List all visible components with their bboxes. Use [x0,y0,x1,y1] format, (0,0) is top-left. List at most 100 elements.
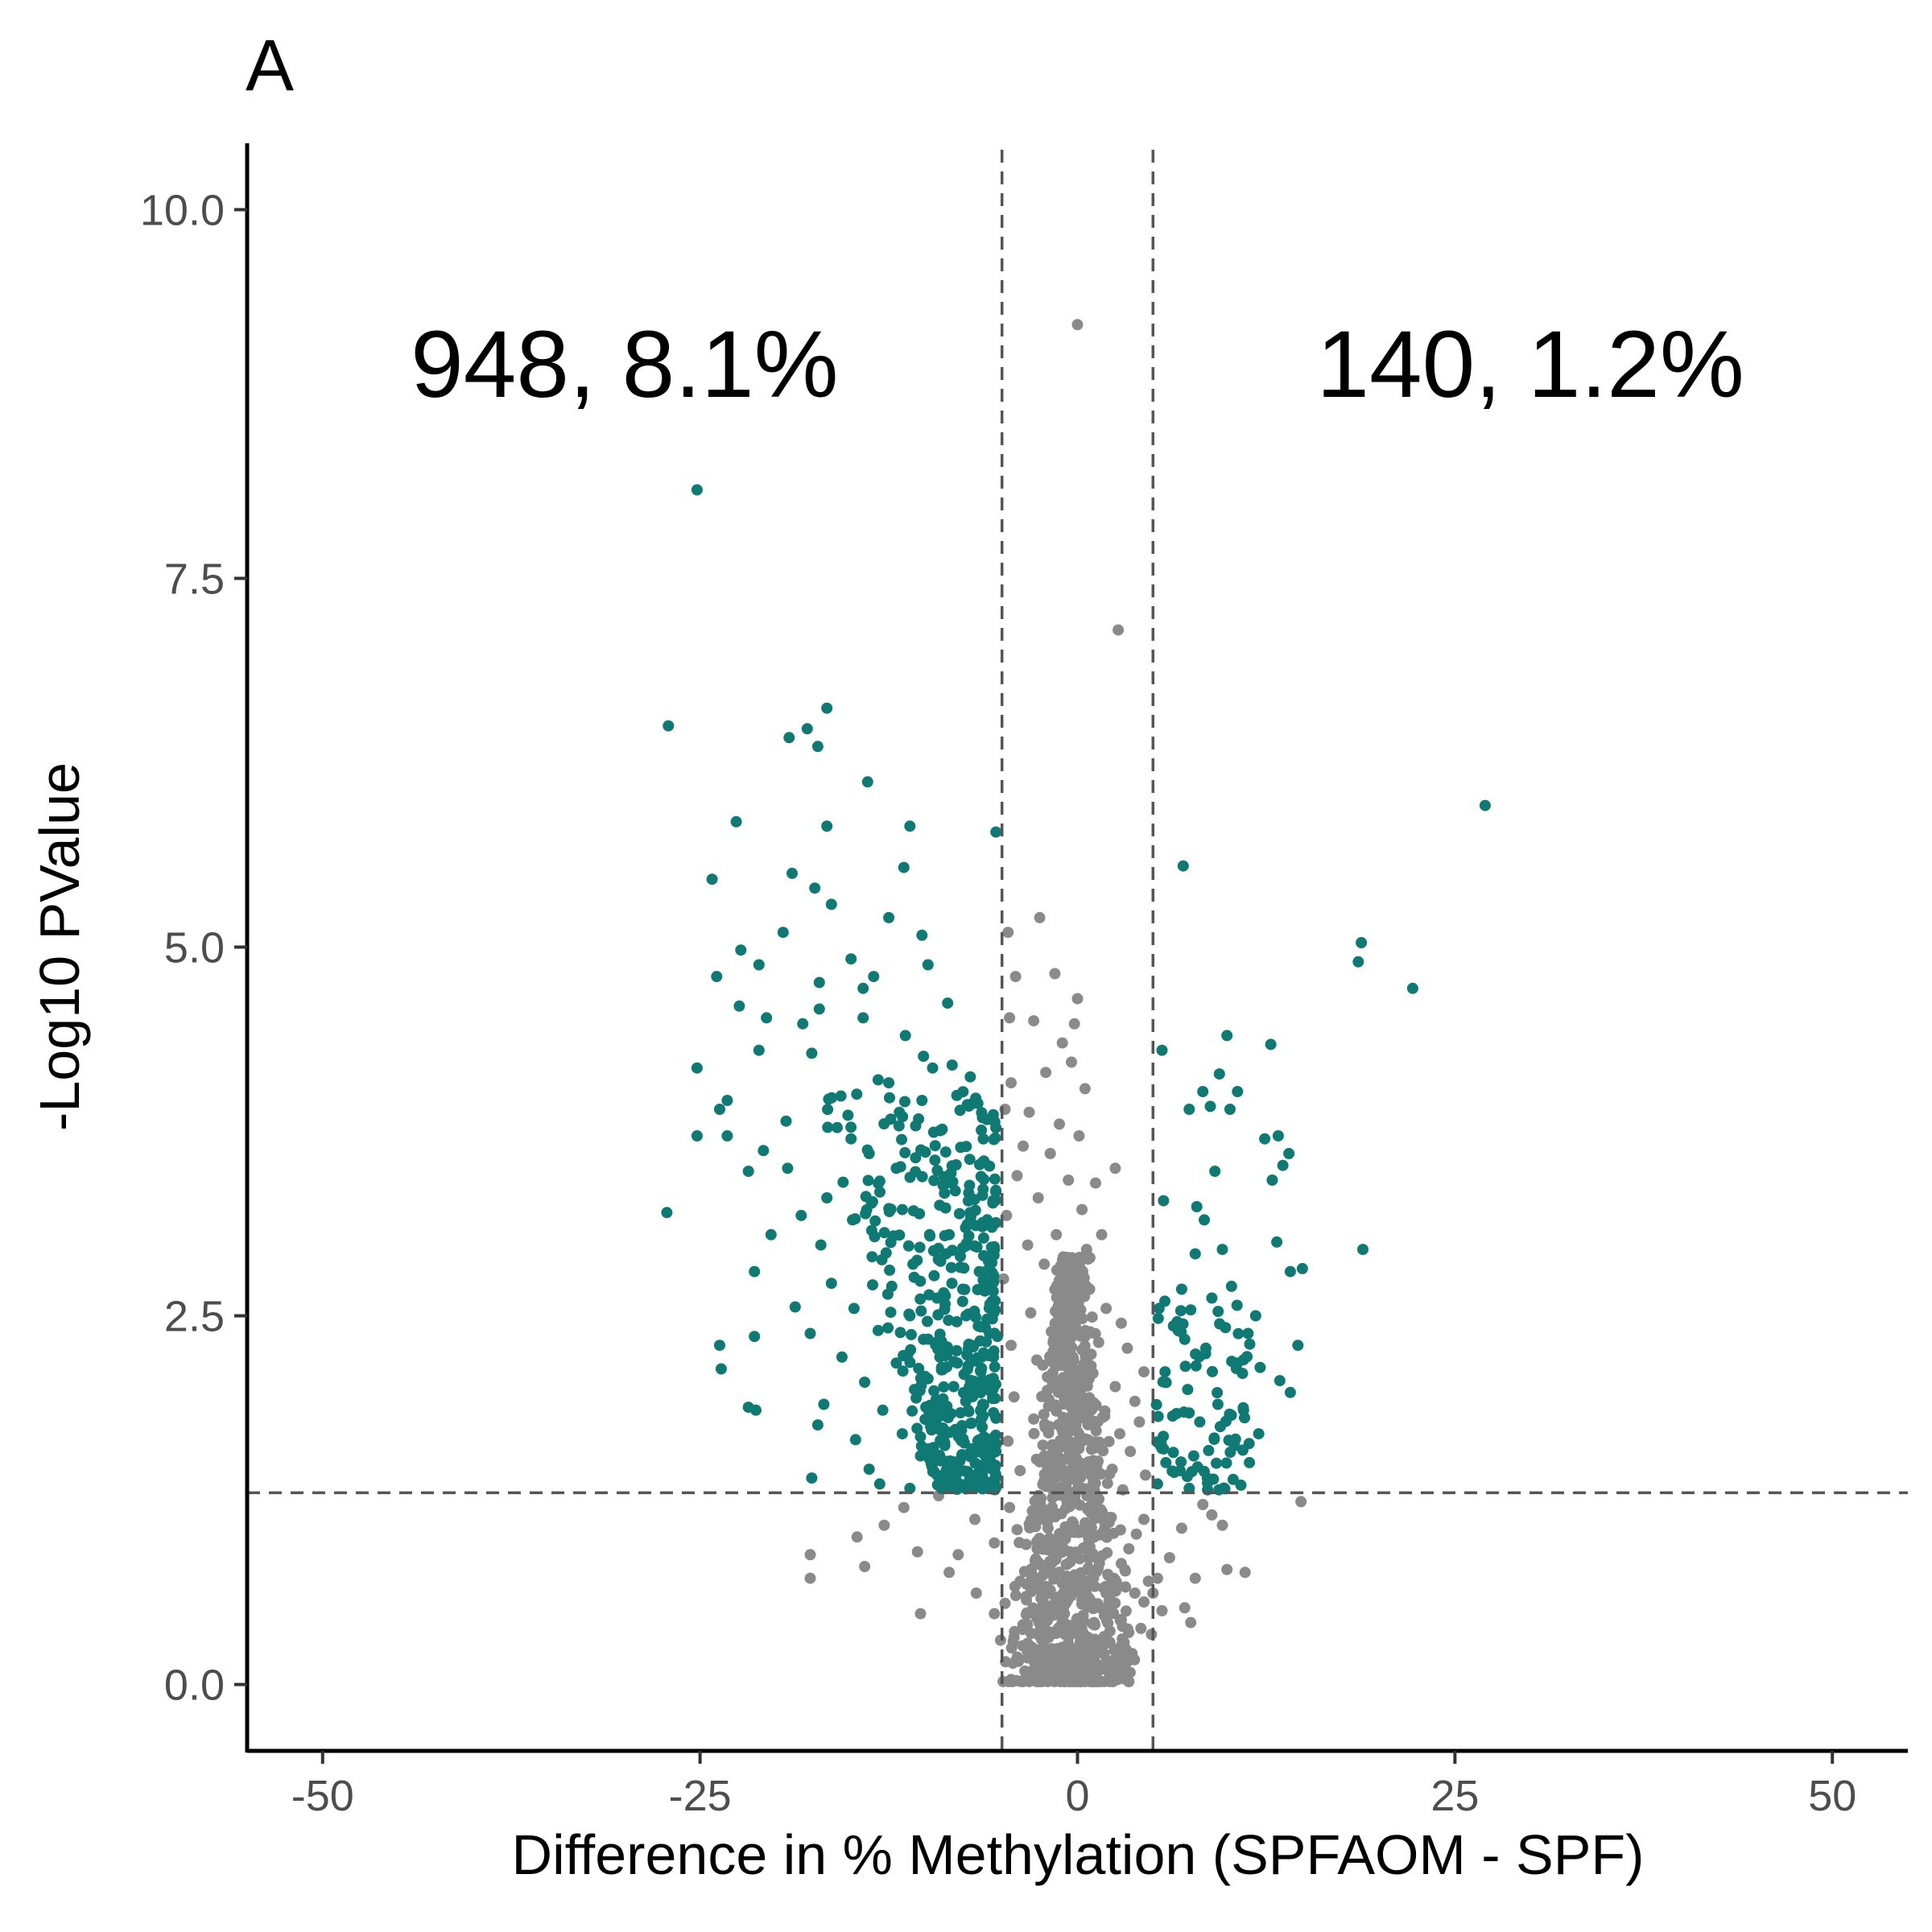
point-not-significant [1002,927,1014,939]
point-significant [1167,1447,1179,1459]
point-not-significant [1050,1671,1062,1682]
point-significant [929,1154,941,1166]
point-significant [1159,1366,1171,1378]
point-significant [848,1302,860,1315]
point-not-significant [970,1587,982,1599]
point-significant [970,1220,981,1232]
point-not-significant [1084,1675,1096,1687]
point-significant [832,1121,843,1133]
point-not-significant [1197,1499,1209,1510]
point-significant [1292,1340,1304,1352]
point-not-significant [1069,1463,1081,1476]
point-significant [1185,1304,1197,1316]
point-not-significant [1065,1590,1077,1602]
point-not-significant [1003,1675,1014,1687]
point-significant [885,1113,897,1125]
point-significant [939,1146,952,1158]
point-not-significant [1216,1519,1228,1531]
point-significant [749,1265,761,1278]
point-significant [1242,1327,1254,1340]
point-not-significant [1051,1228,1063,1241]
point-significant [914,1450,927,1462]
point-significant [928,1269,940,1282]
point-significant [1189,1248,1201,1260]
point-significant [922,959,934,971]
point-not-significant [1101,1477,1113,1489]
y-axis-ticks: 0.0 2.5 5.0 7.5 10.0 [140,186,247,1710]
point-significant [1175,1456,1187,1468]
point-significant [918,1051,930,1063]
point-not-significant [1030,1496,1042,1508]
point-significant [877,1404,889,1416]
point-significant [872,1324,884,1336]
point-significant [963,1338,975,1350]
point-not-significant [1058,1618,1070,1629]
point-not-significant [1046,1368,1058,1381]
y-tick-label: 2.5 [164,1293,225,1341]
point-not-significant [1106,1663,1118,1674]
point-not-significant [1133,1416,1146,1428]
point-significant [954,1104,966,1117]
point-not-significant [1142,1575,1154,1587]
point-significant [821,702,833,714]
point-significant [711,971,723,983]
point-significant [914,1241,926,1253]
point-significant [836,1351,848,1363]
point-significant [1271,1236,1283,1248]
point-not-significant [1035,1592,1047,1604]
point-layer [661,319,1491,1687]
point-not-significant [1063,1174,1075,1186]
point-significant [975,1170,987,1183]
point-significant [960,1310,972,1322]
point-significant [1204,1100,1216,1113]
point-significant [842,1109,854,1121]
point-not-significant [1062,1424,1073,1435]
point-significant [715,1363,727,1375]
point-not-significant [914,1608,927,1620]
point-significant [878,1227,890,1239]
point-not-significant [1028,1413,1040,1425]
point-significant [947,1245,958,1257]
point-significant [939,1303,951,1315]
point-not-significant [804,1572,816,1584]
point-significant [730,815,742,828]
point-not-significant [1084,1599,1096,1611]
count-annotation: 140, 1.2% [1316,312,1744,418]
point-significant [1259,1133,1271,1145]
point-not-significant [1163,1552,1175,1563]
point-not-significant [1080,1583,1092,1596]
point-significant [811,1419,824,1431]
point-significant [1209,1166,1221,1177]
point-significant [894,1327,906,1339]
point-not-significant [851,1531,863,1543]
point-significant [825,898,837,910]
point-significant [742,1166,754,1177]
point-significant [934,1328,946,1340]
point-significant [962,1404,974,1416]
point-significant [691,484,703,496]
point-significant [914,1293,927,1305]
point-significant [946,1455,958,1468]
point-significant [876,1253,888,1265]
point-not-significant [1135,1622,1147,1634]
point-significant [873,1175,886,1187]
point-not-significant [1028,1427,1040,1439]
point-significant [939,1481,952,1492]
point-significant [960,1141,972,1153]
panel-label: A [246,26,294,106]
point-significant [897,1111,909,1123]
point-not-significant [1121,1342,1133,1354]
point-not-significant [1050,1381,1062,1393]
point-not-significant [1065,1366,1077,1378]
point-not-significant [1057,1318,1069,1330]
point-significant [821,820,833,832]
point-not-significant [1025,1307,1037,1319]
point-significant [1216,1244,1228,1256]
point-significant [1296,1262,1308,1274]
y-tick-label: 10.0 [140,186,225,234]
point-significant [957,1086,969,1098]
point-not-significant [1084,1541,1096,1553]
point-significant [663,720,675,732]
point-significant [989,1360,1001,1373]
